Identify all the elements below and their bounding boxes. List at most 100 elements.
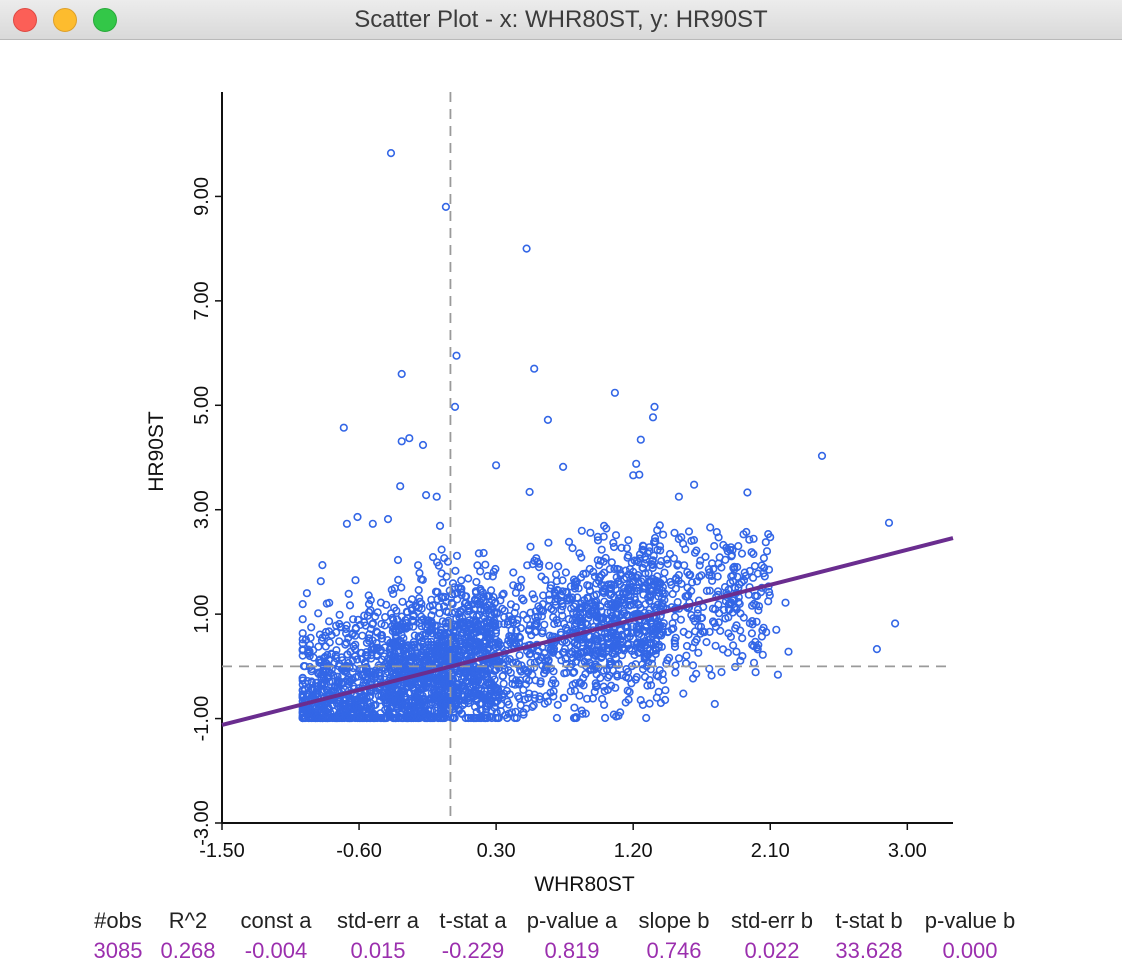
scatter-point xyxy=(623,639,632,648)
scatter-point xyxy=(535,695,544,704)
scatter-point xyxy=(432,631,442,640)
scatter-point xyxy=(646,681,656,690)
scatter-point xyxy=(711,605,720,614)
scatter-point xyxy=(615,565,624,574)
scatter-point xyxy=(667,580,676,590)
scatter-point xyxy=(631,572,640,582)
scatter-plot[interactable]: -1.50 -0.60 0.30 1.20 2.10 3.00 -3.00 -1.00 1.00… xyxy=(0,40,1122,906)
scatter-point xyxy=(483,571,492,581)
scatter-point xyxy=(717,667,726,677)
scatter-point xyxy=(674,576,683,585)
scatter-point xyxy=(655,561,665,570)
scatter-point xyxy=(655,521,664,530)
scatter-point xyxy=(728,576,738,586)
scatter-point xyxy=(513,660,523,669)
scatter-point xyxy=(377,691,386,701)
scatter-point xyxy=(435,609,444,618)
scatter-point xyxy=(566,604,576,613)
scatter-point xyxy=(445,673,454,682)
scatter-point xyxy=(551,570,561,579)
scatter-point xyxy=(470,595,480,604)
close-window-button[interactable] xyxy=(13,8,37,32)
scatter-point xyxy=(597,614,606,623)
scatter-point xyxy=(410,631,419,640)
scatter-point xyxy=(600,713,610,723)
scatter-point xyxy=(605,564,615,574)
scatter-point xyxy=(448,637,457,646)
scatter-point xyxy=(576,573,586,582)
scatter-point xyxy=(724,629,733,638)
scatter-point xyxy=(650,402,659,412)
scatter-point xyxy=(620,609,629,618)
scatter-point xyxy=(453,673,463,682)
scatter-point xyxy=(422,709,431,718)
scatter-point xyxy=(649,537,659,547)
y-tick-label: -3.00 xyxy=(191,800,213,846)
scatter-point xyxy=(489,621,499,630)
scatter-point xyxy=(773,670,783,679)
scatter-point xyxy=(533,651,542,661)
scatter-point xyxy=(406,713,415,723)
scatter-point xyxy=(511,707,520,717)
scatter-point xyxy=(602,616,611,625)
scatter-point xyxy=(359,694,368,703)
stat-value-p-value-b: 0.000 xyxy=(942,938,998,963)
scatter-point xyxy=(561,654,570,664)
scatter-point xyxy=(732,647,741,656)
scatter-point xyxy=(695,561,704,570)
scatter-point xyxy=(464,574,473,583)
scatter-point xyxy=(707,671,716,680)
scatter-point xyxy=(575,549,584,558)
scatter-point xyxy=(644,569,653,578)
scatter-point xyxy=(638,563,647,572)
scatter-point xyxy=(366,624,375,634)
scatter-point xyxy=(743,488,752,497)
scatter-point xyxy=(321,642,330,651)
scatter-point xyxy=(379,687,388,697)
stat-value-r2: 0.268 xyxy=(160,938,216,963)
scatter-point xyxy=(317,678,326,687)
stat-value-const-a: -0.004 xyxy=(244,938,308,963)
scatter-point xyxy=(332,628,341,637)
scatter-point xyxy=(499,589,508,598)
scatter-point xyxy=(637,577,646,586)
scatter-point xyxy=(607,558,616,567)
scatter-point xyxy=(650,581,659,590)
scatter-point xyxy=(585,610,594,620)
scatter-point xyxy=(438,713,448,723)
scatter-point xyxy=(507,626,516,635)
scatter-point xyxy=(472,577,481,587)
scatter-point xyxy=(335,710,344,719)
scatter-point xyxy=(671,575,680,585)
scatter-point xyxy=(697,614,706,623)
scatter-point xyxy=(483,629,492,639)
scatter-point xyxy=(405,434,414,443)
scatter-point xyxy=(409,612,418,621)
scatter-point xyxy=(546,581,556,590)
scatter-point xyxy=(383,704,392,713)
scatter-point xyxy=(684,527,694,536)
scatter-point xyxy=(629,471,638,480)
scatter-point xyxy=(491,713,500,723)
scatter-point xyxy=(687,586,696,596)
scatter-point xyxy=(589,567,598,577)
scatter-point xyxy=(305,647,314,656)
scatter-point xyxy=(535,559,544,568)
scatter-point xyxy=(547,647,557,656)
scatter-point xyxy=(504,636,513,645)
scatter-point xyxy=(320,657,330,667)
scatter-point xyxy=(762,547,772,556)
scatter-point xyxy=(625,564,635,574)
scatter-point xyxy=(346,697,355,706)
scatter-point xyxy=(541,575,550,585)
scatter-point xyxy=(544,655,553,665)
scatter-point xyxy=(351,696,361,706)
scatter-point xyxy=(564,537,574,547)
minimize-window-button[interactable] xyxy=(53,8,77,32)
scatter-point xyxy=(627,646,637,656)
scatter-point xyxy=(483,645,492,654)
scatter-point xyxy=(607,589,616,598)
scatter-point xyxy=(648,556,658,565)
scatter-point xyxy=(622,611,631,620)
zoom-window-button[interactable] xyxy=(93,8,117,32)
